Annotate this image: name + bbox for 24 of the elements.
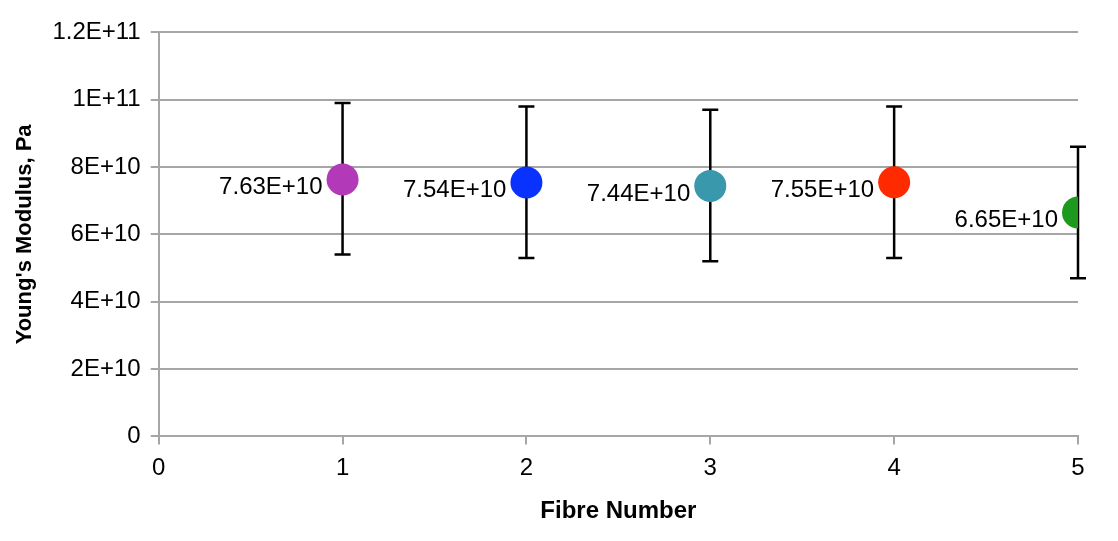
- x-tick-label: 5: [1071, 453, 1085, 481]
- y-axis-title: Young's Modulus, Pa: [11, 123, 37, 345]
- x-tick-label: 3: [703, 453, 717, 481]
- y-tick-label: 4E+10: [70, 286, 141, 314]
- y-tick-label: 6E+10: [70, 219, 141, 247]
- data-label: 7.63E+10: [219, 172, 323, 200]
- data-label: 7.54E+10: [402, 175, 507, 203]
- y-tick-label: 0: [127, 421, 141, 449]
- point: [878, 166, 911, 199]
- y-tick-label: 2E+10: [70, 353, 141, 381]
- x-tick-label: 2: [519, 453, 534, 481]
- y-tick-label: 1E+11: [72, 84, 141, 112]
- y-tick-label: 1.2E+11: [52, 17, 141, 45]
- x-tick-label: 0: [152, 453, 166, 481]
- point: [510, 166, 543, 199]
- point: [326, 163, 359, 196]
- data-label: 7.44E+10: [586, 178, 691, 206]
- y-tick-label: 8E+10: [70, 151, 141, 179]
- x-tick-label: 4: [887, 453, 901, 481]
- data-label: 7.55E+10: [770, 174, 875, 202]
- point: [694, 169, 727, 202]
- data-label: 6.65E+10: [954, 205, 1058, 233]
- x-tick-label: 1: [335, 453, 350, 481]
- x-axis-title: Fibre Number: [540, 496, 697, 524]
